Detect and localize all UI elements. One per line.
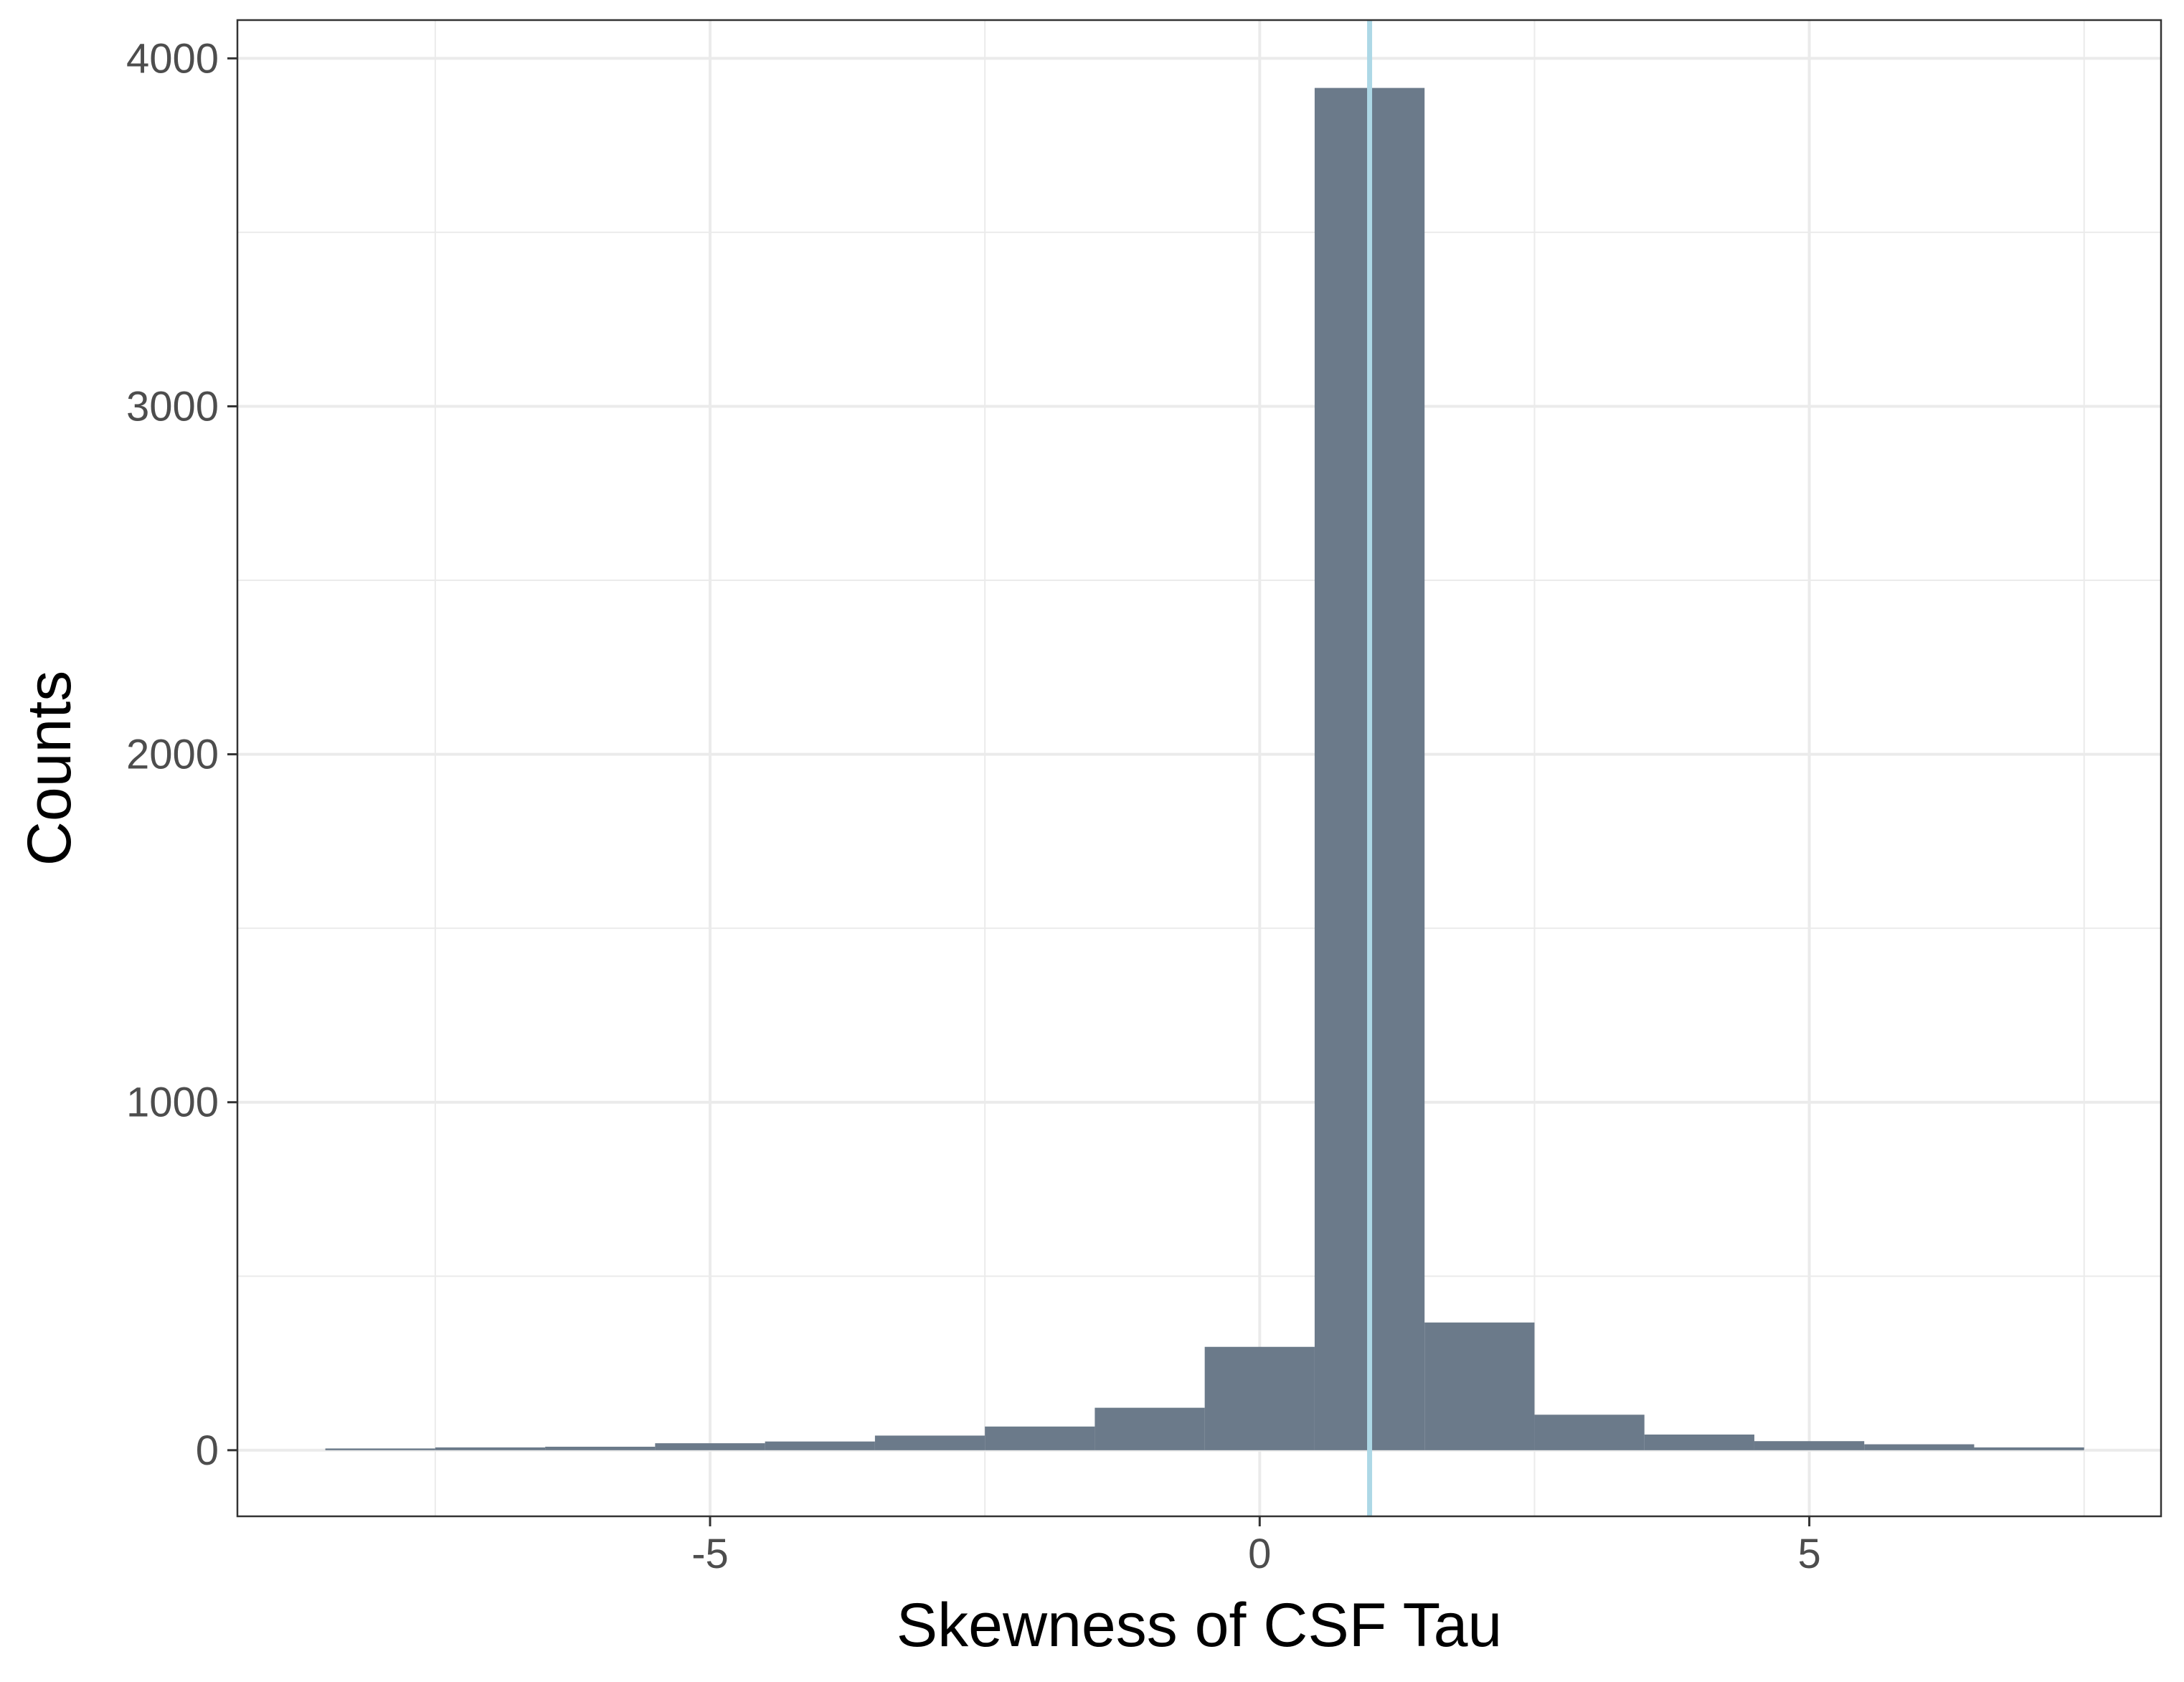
grid-lines (237, 20, 2161, 1516)
y-tick-label: 4000 (126, 35, 219, 82)
x-tick-label: 5 (1797, 1531, 1820, 1577)
y-tick-label: 2000 (126, 732, 219, 778)
x-tick-label: -5 (691, 1531, 729, 1577)
histogram-bar (325, 1448, 435, 1450)
histogram-bar (985, 1426, 1095, 1450)
histogram-bar (1644, 1434, 1754, 1450)
histogram-bar (874, 1435, 985, 1450)
histogram-bar (1534, 1414, 1645, 1450)
panel-border (236, 19, 2162, 1518)
y-tick-label: 0 (196, 1427, 219, 1474)
histogram-bar (1974, 1447, 2084, 1450)
y-axis-title: Counts (15, 671, 84, 866)
x-axis-title: Skewness of CSF Tau (897, 1591, 1502, 1660)
histogram-bar (435, 1447, 546, 1450)
y-tick-label: 1000 (126, 1079, 219, 1126)
histogram-bar (1204, 1346, 1315, 1450)
x-tick-label: 0 (1248, 1531, 1271, 1577)
histogram-bar (1424, 1322, 1535, 1450)
axis-ticks: -5 0 5 0 1000 2000 3000 4000 (126, 35, 1821, 1577)
histogram-bar (545, 1446, 656, 1450)
histogram-bar (655, 1443, 765, 1450)
histogram-bar (1864, 1444, 1975, 1450)
histogram-bar (1095, 1407, 1205, 1450)
histogram-bar (1754, 1441, 1865, 1450)
y-tick-label: 3000 (126, 383, 219, 430)
histogram-bar (765, 1441, 875, 1450)
